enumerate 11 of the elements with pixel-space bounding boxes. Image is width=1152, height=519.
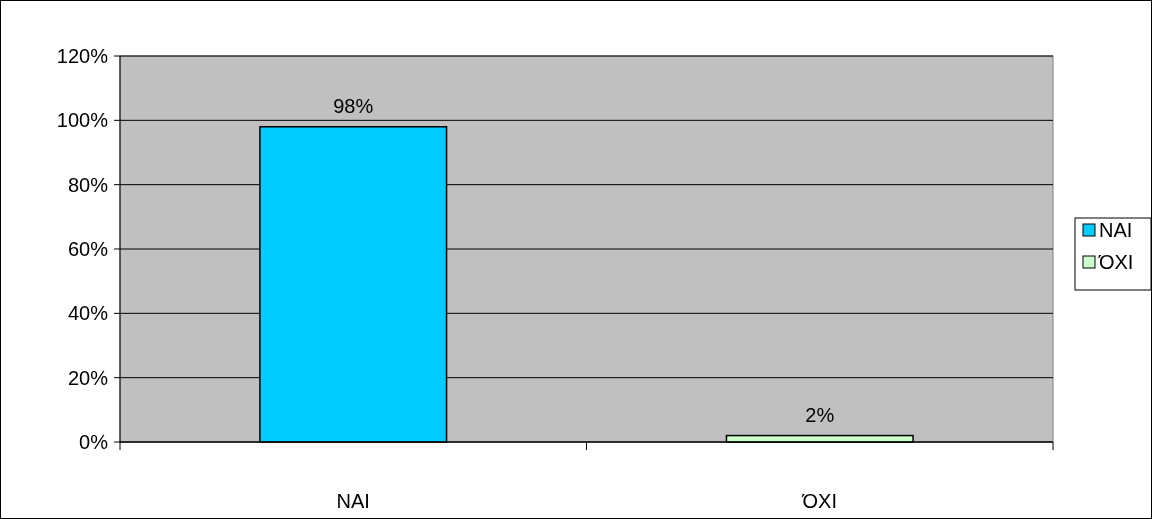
y-tick-label: 80%: [67, 173, 109, 196]
y-tick-label: 0%: [79, 431, 109, 453]
legend-label: ΌΧΙ: [1098, 251, 1134, 273]
legend-label: ΝΑΙ: [1099, 219, 1133, 241]
y-tick-label: 20%: [67, 366, 109, 389]
y-tick-label: 40%: [67, 302, 109, 325]
y-tick-label: 100%: [56, 109, 109, 132]
data-label: 2%: [805, 403, 835, 426]
y-tick-label: 120%: [56, 45, 109, 67]
y-tick-label: 60%: [67, 238, 109, 260]
data-label: 98%: [333, 94, 374, 117]
